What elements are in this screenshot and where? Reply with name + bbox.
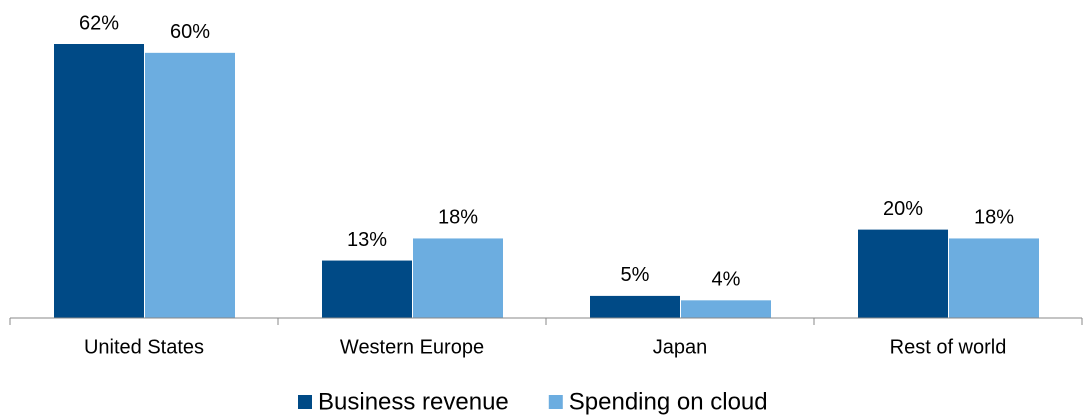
data-label: 5%	[621, 264, 650, 286]
legend: Business revenue Spending on cloud	[298, 388, 768, 415]
data-label: 4%	[712, 269, 741, 291]
data-label: 62%	[79, 12, 119, 34]
bar	[590, 295, 680, 318]
bar	[681, 300, 771, 318]
data-label: 18%	[438, 207, 478, 229]
data-label: 18%	[974, 207, 1014, 229]
bar	[949, 238, 1039, 318]
legend-label: Spending on cloud	[569, 388, 768, 415]
bar	[145, 52, 235, 318]
legend-swatch	[298, 395, 312, 409]
data-label: 60%	[170, 21, 210, 43]
data-label: 20%	[883, 198, 923, 220]
legend-label: Business revenue	[318, 388, 509, 415]
bar	[322, 260, 412, 318]
bar	[54, 44, 144, 318]
bar	[858, 229, 948, 318]
legend-swatch	[548, 395, 563, 409]
x-tick-label: Western Europe	[340, 336, 484, 358]
x-tick-label: Japan	[653, 336, 708, 358]
data-label: 13%	[347, 229, 387, 251]
x-tick-label: Rest of world	[890, 336, 1007, 358]
x-tick-label: United States	[84, 336, 204, 358]
bar	[413, 238, 503, 318]
